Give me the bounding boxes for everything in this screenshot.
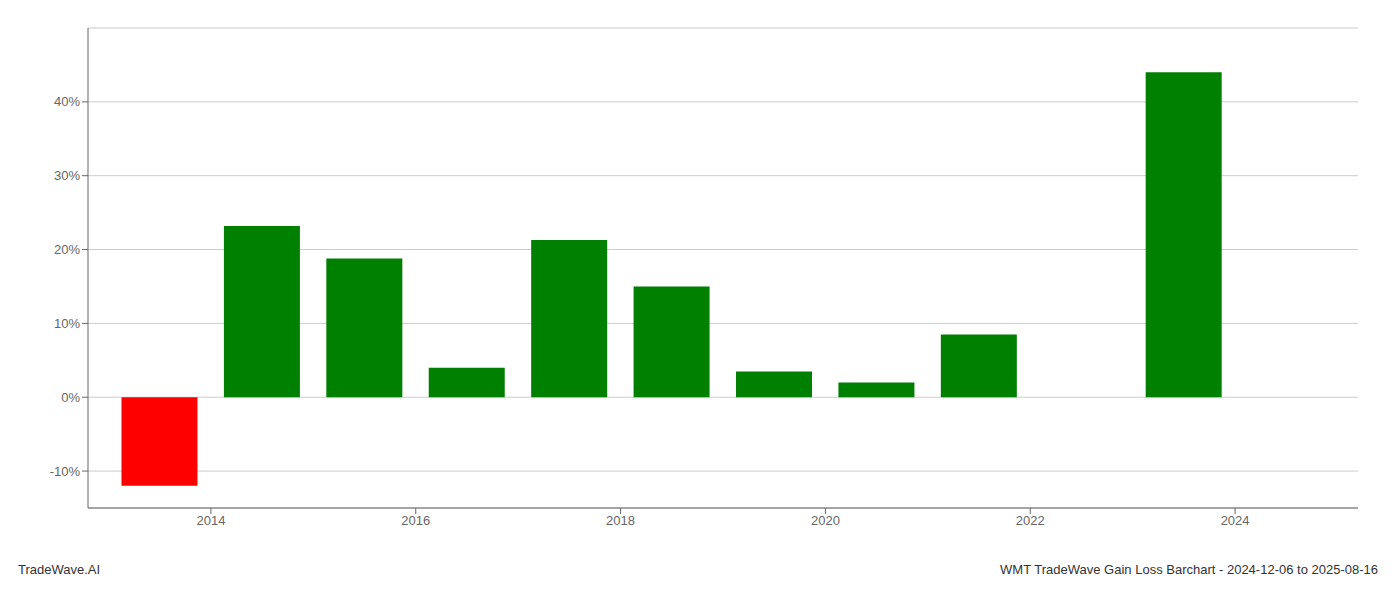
html-text:TradeWave.AI: TradeWave.AI	[18, 562, 101, 577]
svg-text:2020: 2020	[811, 513, 840, 528]
svg-text:2024: 2024	[1221, 513, 1250, 528]
svg-text:2022: 2022	[1016, 513, 1045, 528]
svg-text:40%: 40%	[54, 94, 80, 109]
svg-text:0%: 0%	[61, 390, 80, 405]
svg-text:2016: 2016	[401, 513, 430, 528]
svg-text:-10%: -10%	[50, 464, 81, 479]
html-text:WMT TradeWave Gain Loss Barcha: WMT TradeWave Gain Loss Barchart - 2024-…	[1000, 562, 1378, 577]
svg-text:30%: 30%	[54, 168, 80, 183]
svg-text:2018: 2018	[606, 513, 635, 528]
svg-text:2014: 2014	[196, 513, 225, 528]
svg-text:20%: 20%	[54, 242, 80, 257]
svg-text:10%: 10%	[54, 316, 80, 331]
